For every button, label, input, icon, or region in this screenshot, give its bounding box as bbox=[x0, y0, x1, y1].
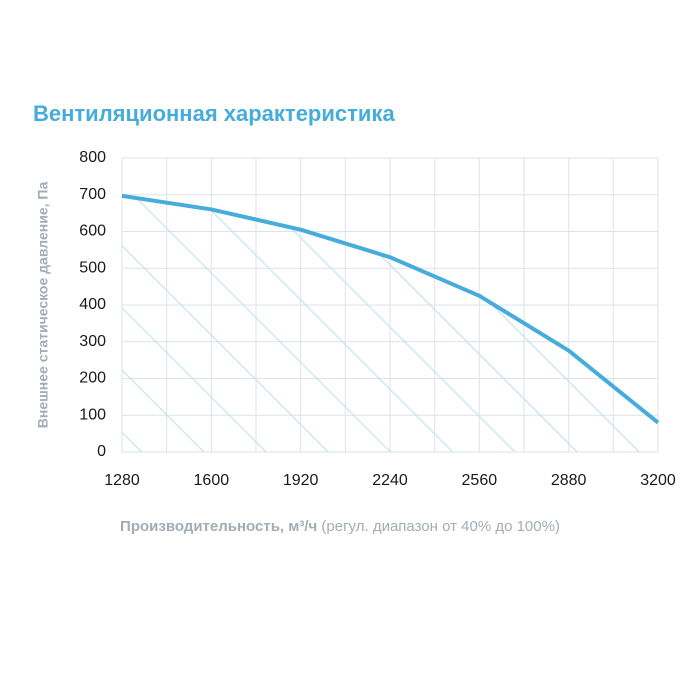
x-axis-label: Производительность, м³/ч (регул. диапазо… bbox=[120, 518, 560, 535]
x-tick-label: 3200 bbox=[640, 472, 676, 489]
x-tick-label: 2880 bbox=[551, 472, 587, 489]
y-tick-label: 0 bbox=[97, 443, 106, 460]
y-tick-label: 200 bbox=[79, 370, 106, 387]
x-tick-label: 1280 bbox=[104, 472, 140, 489]
curve bbox=[121, 193, 660, 425]
y-axis-label: Внешнее статическое давление, Па bbox=[35, 182, 51, 429]
chart-title: Вентиляционная характеристика bbox=[33, 101, 395, 126]
y-tick-label: 700 bbox=[79, 186, 106, 203]
x-tick-label: 1920 bbox=[283, 472, 319, 489]
y-tick-label: 100 bbox=[79, 406, 106, 423]
y-tick-label: 800 bbox=[79, 149, 106, 166]
y-tick-label: 500 bbox=[79, 259, 106, 276]
area bbox=[122, 195, 658, 453]
x-axis-note: (регул. диапазон от 40% до 100%) bbox=[321, 518, 560, 535]
y-tick-label: 400 bbox=[79, 296, 106, 313]
y-tick-label: 600 bbox=[79, 223, 106, 240]
y-tick-label: 300 bbox=[79, 333, 106, 350]
x-axis-title: Производительность, м³/ч bbox=[120, 518, 317, 535]
x-tick-label: 2240 bbox=[372, 472, 408, 489]
x-tick-label: 1600 bbox=[194, 472, 230, 489]
x-tick-label: 2560 bbox=[462, 472, 498, 489]
